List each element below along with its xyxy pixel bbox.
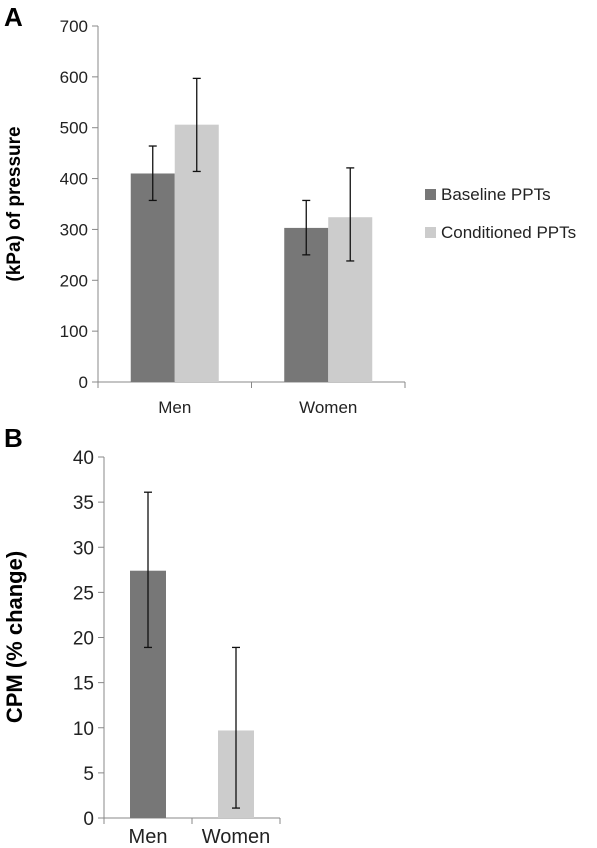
x-category-label-b: Women [202, 826, 271, 848]
y-tick-label-a: 300 [60, 220, 88, 239]
y-tick-label-b: 30 [73, 538, 94, 559]
legend-label-a: Baseline PPTs [441, 185, 551, 204]
y-tick-label-b: 20 [73, 629, 94, 650]
legend-swatch-a [425, 189, 436, 200]
y-tick-label-b: 5 [83, 764, 94, 785]
y-tick-label-a: 700 [60, 17, 88, 36]
y-tick-label-a: 100 [60, 322, 88, 341]
x-category-label-a: Men [158, 398, 191, 417]
panel-label-b: B [4, 423, 23, 453]
y-tick-label-b: 25 [73, 583, 94, 604]
y-tick-label-a: 600 [60, 68, 88, 87]
y-axis-label-a: (kPa) of pressure [4, 126, 25, 281]
y-tick-label-b: 10 [73, 719, 94, 740]
legend-label-a: Conditioned PPTs [441, 223, 576, 242]
bar-a-men-baseline [130, 173, 175, 382]
y-tick-label-b: 15 [73, 674, 94, 695]
y-tick-label-b: 40 [73, 448, 94, 469]
y-tick-label-b: 35 [73, 493, 94, 514]
x-category-label-b: Men [129, 826, 168, 848]
x-category-label-a: Women [299, 398, 357, 417]
y-tick-label-a: 400 [60, 170, 88, 189]
panel-label-a: A [4, 2, 23, 32]
y-tick-label-a: 500 [60, 119, 88, 138]
y-tick-label-b: 0 [83, 809, 94, 830]
y-axis-label-b: CPM (% change) [2, 551, 27, 723]
y-tick-label-a: 200 [60, 271, 88, 290]
y-tick-label-a: 0 [79, 373, 88, 392]
legend-swatch-a [425, 227, 436, 238]
